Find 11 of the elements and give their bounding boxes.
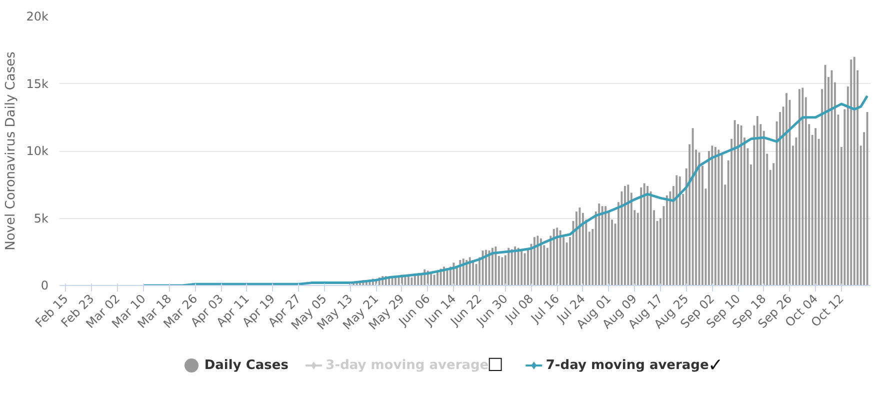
legend-label: 7-day moving average bbox=[546, 358, 709, 373]
y-axis-title: Novel Coronavirus Daily Cases bbox=[3, 51, 18, 250]
text: ✓ bbox=[708, 355, 724, 376]
y-tick-label: 15k bbox=[26, 76, 49, 91]
y-tick-label: 0 bbox=[40, 278, 49, 292]
text: ☐ bbox=[487, 355, 504, 376]
y-tick-label: 20k bbox=[26, 10, 49, 24]
y-tick-label: 10k bbox=[26, 144, 49, 158]
line-series bbox=[142, 94, 869, 286]
y-tick-label: 5k bbox=[34, 211, 49, 226]
legend-label: Daily Cases bbox=[204, 358, 289, 373]
